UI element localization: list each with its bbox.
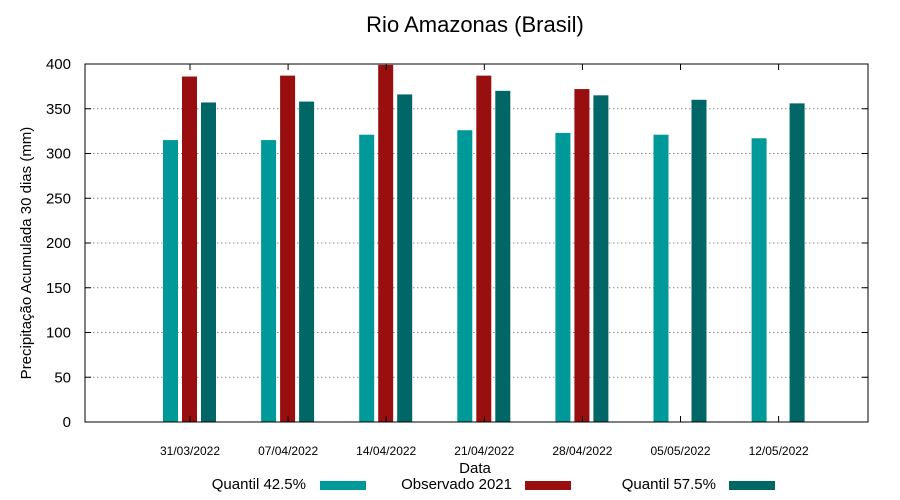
y-tick-label: 400 xyxy=(46,56,71,73)
x-tick-label: 12/05/2022 xyxy=(749,444,809,458)
bar-quantil-42-5 xyxy=(653,134,669,422)
bar-observado-2021 xyxy=(574,89,590,422)
x-tick-label: 07/04/2022 xyxy=(258,444,318,458)
x-tick-label: 14/04/2022 xyxy=(356,444,416,458)
legend-swatch xyxy=(729,481,775,490)
y-tick-label: 100 xyxy=(46,325,71,342)
legend-swatch xyxy=(525,481,571,490)
legend-label: Quantil 57.5% xyxy=(622,476,716,493)
bar-quantil-57-5 xyxy=(691,99,707,423)
y-tick-label: 200 xyxy=(46,235,71,252)
bar-quantil-57-5 xyxy=(593,95,609,422)
y-tick-label: 50 xyxy=(54,369,71,386)
bar-observado-2021 xyxy=(182,76,197,422)
bar-quantil-57-5 xyxy=(495,90,511,422)
bars xyxy=(163,64,805,423)
bar-observado-2021 xyxy=(378,64,394,423)
bar-observado-2021 xyxy=(476,75,492,422)
x-tick-label: 05/05/2022 xyxy=(650,444,710,458)
bar-quantil-42-5 xyxy=(163,140,178,422)
y-axis-label: Precipitação Acumulada 30 dias (mm) xyxy=(18,127,35,380)
bar-quantil-57-5 xyxy=(397,94,413,423)
legend-swatch xyxy=(320,481,366,490)
chart-title: Rio Amazonas (Brasil) xyxy=(366,12,584,37)
grid-lines xyxy=(85,108,868,378)
legend-label: Quantil 42.5% xyxy=(212,476,306,493)
x-axis-label: Data xyxy=(459,460,491,477)
bar-quantil-57-5 xyxy=(789,103,805,422)
bar-quantil-57-5 xyxy=(201,102,216,423)
y-tick-label: 300 xyxy=(46,146,71,163)
y-tick-label: 250 xyxy=(46,190,71,207)
x-tick-label: 28/04/2022 xyxy=(552,444,612,458)
bar-quantil-57-5 xyxy=(299,101,315,422)
bar-observado-2021 xyxy=(280,75,296,422)
axis-ticks: 0 50 100 150 200 250 300 350 400 31/03/2022 07/04/… xyxy=(46,56,868,458)
bar-quantil-42-5 xyxy=(359,134,375,422)
legend-label: Observado 2021 xyxy=(401,476,512,493)
y-tick-label: 150 xyxy=(46,280,71,297)
bar-quantil-42-5 xyxy=(261,140,277,422)
y-tick-label: 350 xyxy=(46,101,71,118)
y-tick-label: 0 xyxy=(63,414,71,431)
x-tick-label: 21/04/2022 xyxy=(454,444,514,458)
bar-quantil-42-5 xyxy=(555,132,571,423)
bar-quantil-42-5 xyxy=(751,138,767,422)
legend: Quantil 42.5% Observado 2021 Quantil 57.5% xyxy=(212,476,775,493)
x-tick-label: 31/03/2022 xyxy=(160,444,220,458)
bar-quantil-42-5 xyxy=(457,130,473,423)
